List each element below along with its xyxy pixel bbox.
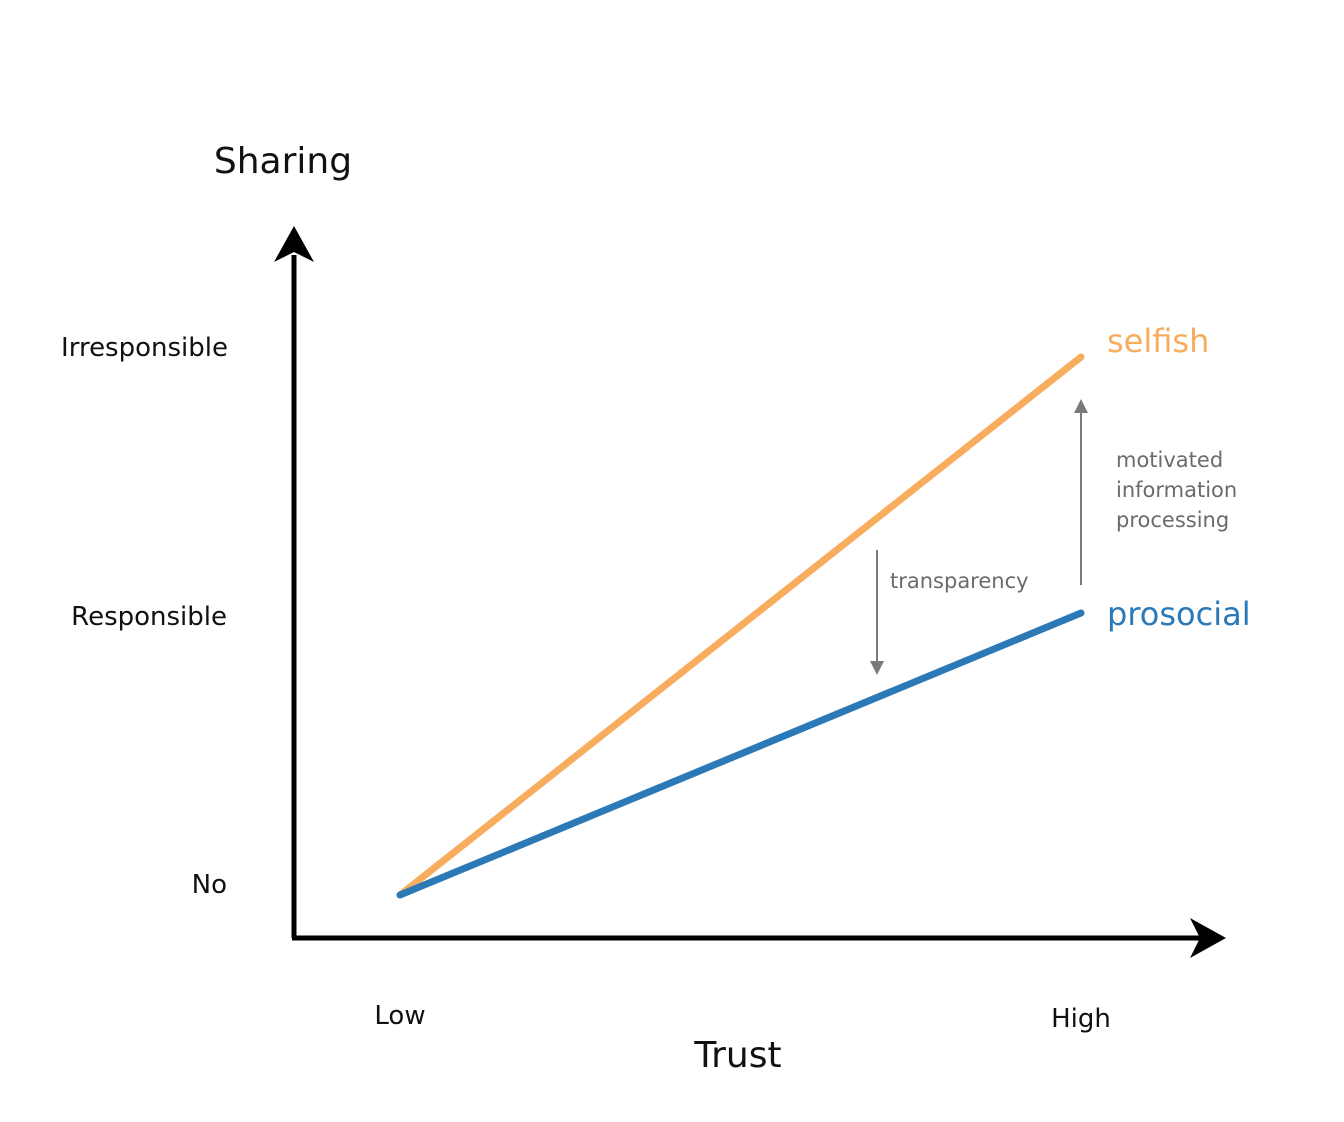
transparency-annotation: transparency	[890, 569, 1029, 593]
x-axis-title: Trust	[693, 1035, 781, 1076]
x-tick-label-low: Low	[374, 1001, 425, 1031]
x-axis-arrowhead	[1190, 918, 1226, 958]
y-tick-label-responsible: Responsible	[71, 602, 227, 632]
y-axis-arrowhead	[274, 226, 314, 262]
y-tick-label-irresponsible: Irresponsible	[61, 333, 228, 363]
series-line-prosocial	[396, 609, 1085, 899]
series-label-prosocial: prosocial	[1107, 595, 1251, 633]
x-tick-label-high: High	[1051, 1004, 1111, 1034]
y-axis-title: Sharing	[214, 141, 352, 182]
motivated-annotation-line-3: processing	[1116, 508, 1229, 532]
y-tick-label-no: No	[192, 870, 227, 900]
series-line-selfish	[396, 353, 1085, 899]
motivated-annotation-line-1: motivated	[1116, 448, 1223, 472]
motivated-annotation-line-2: information	[1116, 478, 1237, 502]
series-label-selfish: selfish	[1107, 322, 1209, 360]
